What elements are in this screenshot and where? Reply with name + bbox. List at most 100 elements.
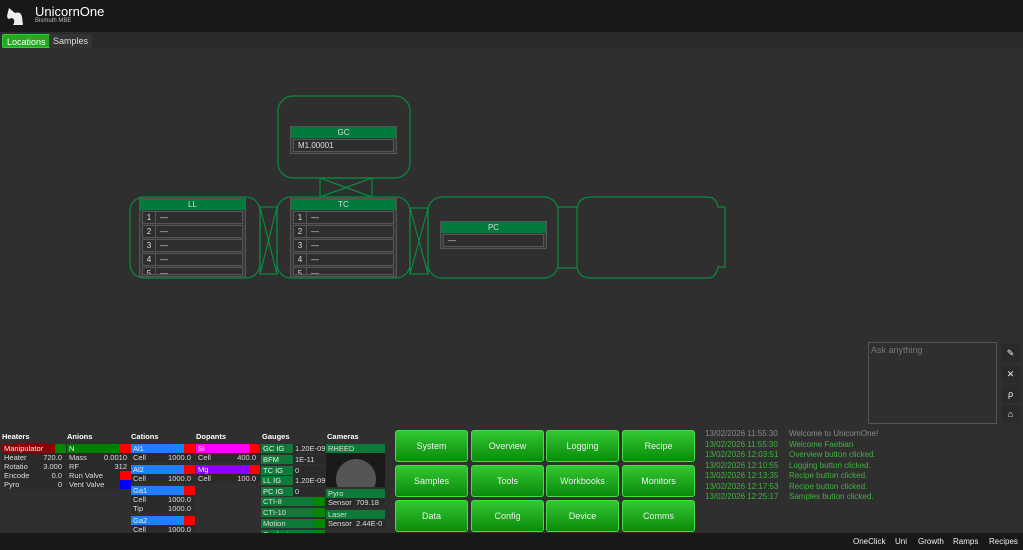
ll-slot[interactable]: 2— [142,225,243,238]
cations-panel: Cations Al1 Cell 1000.0 Al2 Cell 1000.0 Ga… [131,432,195,534]
recipe-button[interactable]: Recipe [622,430,695,462]
dopant-row: Cell 400.0 [196,453,260,462]
gauge-tc-ig[interactable]: TC IG 0 [261,466,325,475]
row-key: Tip [133,504,144,513]
tc-label: TC [291,199,396,210]
close-icon[interactable]: ✕ [1001,365,1020,383]
row-key: Encode [4,471,30,480]
extra-chamber-outline [576,196,726,279]
tc-slot[interactable]: 1— [293,211,394,224]
row-key: Cell [133,453,146,462]
tools-button[interactable]: Tools [471,465,544,497]
gc-tc-valve [319,177,373,198]
status-indicator [55,444,66,453]
row-value: 3.000 [43,462,62,471]
chamber-diagram [129,95,726,279]
heater-row: Encode 0.0 [2,471,66,480]
pump-label: Motion [263,519,286,528]
ll-slot[interactable]: 3— [142,239,243,252]
heater-manipulator[interactable]: Manipulator [2,444,66,453]
rheed-camera-view[interactable] [326,453,385,487]
slot-value: — [160,269,168,275]
log-entry: 13/02/2026 12:10:55 Logging button clicke… [705,461,871,470]
log-entry: 13/02/2026 12:25:17 Samples button clicke… [705,492,874,501]
row-value: 720.0 [43,453,62,462]
gauge-key: BFM [261,455,293,464]
gauge-value: 0 [293,466,325,475]
gauge-gc-ig[interactable]: GC IG 1.20E-09 [261,444,325,453]
slot-value: — [448,236,456,245]
slot-value: — [311,269,319,275]
samples-button[interactable]: Samples [395,465,468,497]
cation-al2[interactable]: Al2 [131,465,195,474]
dopant-name: Si [196,444,249,453]
dopant-si[interactable]: Si [196,444,260,453]
rheed-label: RHEED [326,444,385,453]
gauge-ll-ig[interactable]: LL IG 1.20E-09 [261,476,325,485]
gauge-bfm[interactable]: BFM 1E-11 [261,455,325,464]
row-value: 312 [114,462,127,471]
ll-slot[interactable]: 1— [142,211,243,224]
logging-button[interactable]: Logging [546,430,619,462]
row-key: Pyro [4,480,20,489]
gc-slot[interactable]: M1.00001 [293,139,394,152]
workbooks-button[interactable]: Workbooks [546,465,619,497]
motion[interactable]: Motion [261,519,325,528]
overview-button[interactable]: Overview [471,430,544,462]
tc-slot[interactable]: 4— [293,253,394,266]
tab-samples[interactable]: Samples [49,34,93,48]
coolant[interactable]: Coolant [261,530,325,533]
tc-slot[interactable]: 5— [293,267,394,275]
row-key: Cell [198,453,211,462]
pin-icon[interactable]: ρ [1001,385,1020,403]
anions-title: Anions [67,432,93,441]
footer-recipes[interactable]: Recipes [989,537,1018,546]
row-value: 1000.0 [168,474,191,483]
slot-value: — [160,241,168,250]
row-value: 0.0010 [104,453,127,462]
eraser-icon[interactable]: ✎ [1001,344,1020,362]
footer-ramps[interactable]: Ramps [953,537,979,546]
gauge-pc-ig[interactable]: PC IG 0 [261,487,325,496]
tc-slot[interactable]: 3— [293,239,394,252]
footer-growth[interactable]: Growth [918,537,944,546]
heater-row: Rotatio 3.000 [2,462,66,471]
ll-slot[interactable]: 4— [142,253,243,266]
pc-label: PC [441,222,546,233]
cation-al1[interactable]: Al1 [131,444,195,453]
log-message: Overview button clicked. [789,450,876,459]
cation-ga1[interactable]: Ga1 [131,486,195,495]
comms-button[interactable]: Comms [622,500,695,532]
row-value: 2.44E-0 [356,519,383,528]
row-value: 400.0 [237,453,256,462]
chat-input[interactable] [868,342,997,424]
row-key: Run Valve [69,471,104,480]
pump-cti10[interactable]: CTI-10 [261,508,325,517]
system-button[interactable]: System [395,430,468,462]
cation-ga2[interactable]: Ga2 [131,516,195,525]
home-icon[interactable]: ⌂ [1001,405,1020,423]
anion-n[interactable]: N [67,444,131,453]
row-key: Vent Valve [69,480,105,489]
footer-oneclick[interactable]: OneClick [853,537,886,546]
slot-number: 3 [294,240,307,251]
run-valve[interactable]: Run Valve [67,471,131,480]
config-button[interactable]: Config [471,500,544,532]
tc-slot[interactable]: 2— [293,225,394,238]
row-key: RF [69,462,79,471]
row-key: Sensor [328,498,352,507]
device-button[interactable]: Device [546,500,619,532]
monitors-button[interactable]: Monitors [622,465,695,497]
pc-link [558,206,577,269]
cameras-heading: Cameras [327,432,359,441]
ll-slot[interactable]: 5— [142,267,243,275]
dopant-mg[interactable]: Mg [196,465,260,474]
pump-cti8[interactable]: CTI-8 [261,497,325,506]
header [0,0,1023,32]
dopants-panel: Dopants Si Cell 400.0 Mg Cell 100.0 [196,432,260,483]
vent-valve[interactable]: Vent Valve [67,480,131,489]
footer-uni[interactable]: Uni [895,537,908,546]
data-button[interactable]: Data [395,500,468,532]
pump-label: CTI-8 [263,497,282,506]
pc-slot[interactable]: — [443,234,544,247]
